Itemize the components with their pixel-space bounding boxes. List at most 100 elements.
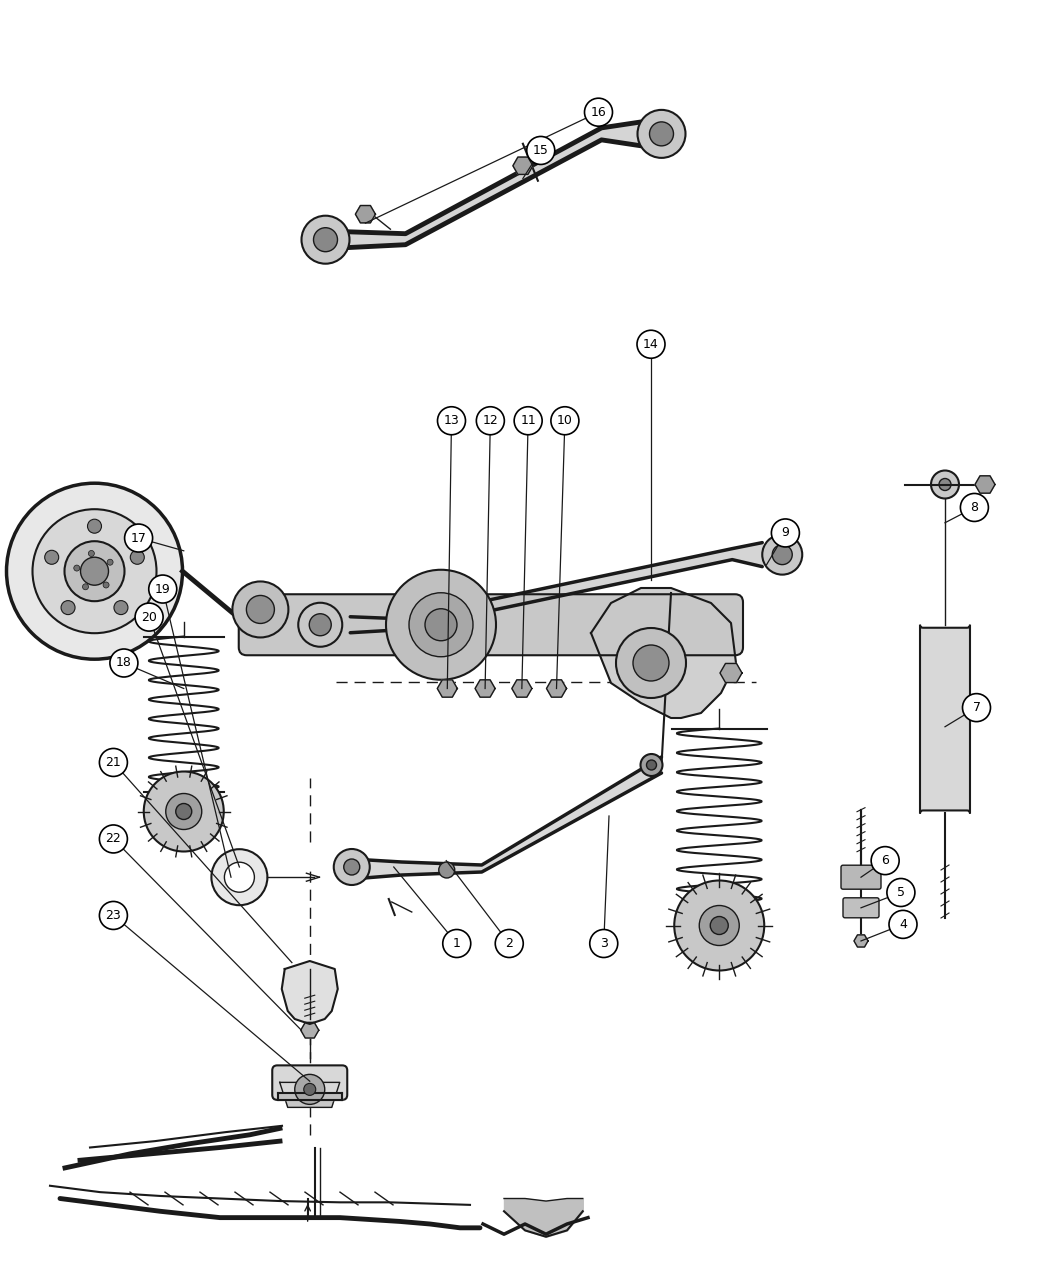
Circle shape xyxy=(963,694,990,722)
Text: 22: 22 xyxy=(105,833,122,845)
Circle shape xyxy=(637,330,665,358)
Circle shape xyxy=(931,470,959,499)
Circle shape xyxy=(551,407,579,435)
Polygon shape xyxy=(475,680,496,697)
Circle shape xyxy=(439,862,455,878)
Circle shape xyxy=(87,519,102,533)
Circle shape xyxy=(144,771,224,852)
Polygon shape xyxy=(345,122,642,247)
Circle shape xyxy=(637,110,686,158)
Polygon shape xyxy=(278,1093,341,1100)
Circle shape xyxy=(961,493,988,521)
Circle shape xyxy=(130,551,144,565)
Text: 11: 11 xyxy=(521,414,536,427)
Circle shape xyxy=(699,905,739,946)
Circle shape xyxy=(762,534,802,575)
Circle shape xyxy=(887,878,915,907)
Circle shape xyxy=(64,541,125,602)
Circle shape xyxy=(6,483,183,659)
Circle shape xyxy=(633,645,669,681)
Polygon shape xyxy=(591,588,736,718)
Circle shape xyxy=(107,560,113,565)
Text: 12: 12 xyxy=(483,414,499,427)
Circle shape xyxy=(425,608,457,641)
Circle shape xyxy=(772,519,799,547)
Text: 7: 7 xyxy=(972,701,981,714)
Circle shape xyxy=(438,407,465,435)
Text: 1: 1 xyxy=(453,937,461,950)
Circle shape xyxy=(650,122,673,145)
Circle shape xyxy=(343,859,360,875)
Circle shape xyxy=(301,215,350,264)
Circle shape xyxy=(74,565,80,571)
Circle shape xyxy=(303,1084,316,1095)
FancyBboxPatch shape xyxy=(272,1066,348,1100)
Circle shape xyxy=(81,557,108,585)
Circle shape xyxy=(514,407,542,435)
Text: 4: 4 xyxy=(899,918,907,931)
Polygon shape xyxy=(279,1082,340,1108)
Circle shape xyxy=(33,509,156,634)
Circle shape xyxy=(939,478,951,491)
FancyBboxPatch shape xyxy=(920,625,970,813)
Circle shape xyxy=(211,849,268,905)
Circle shape xyxy=(889,910,917,938)
Circle shape xyxy=(166,793,202,830)
Text: 19: 19 xyxy=(155,583,170,595)
Circle shape xyxy=(135,603,163,631)
FancyBboxPatch shape xyxy=(238,594,743,655)
Polygon shape xyxy=(512,157,533,175)
Circle shape xyxy=(590,929,617,958)
Text: 13: 13 xyxy=(443,414,460,427)
Polygon shape xyxy=(975,476,995,493)
Circle shape xyxy=(125,524,152,552)
Circle shape xyxy=(872,847,899,875)
Text: 9: 9 xyxy=(781,527,790,539)
Circle shape xyxy=(616,629,686,697)
Circle shape xyxy=(674,881,764,970)
Circle shape xyxy=(100,825,127,853)
Text: 14: 14 xyxy=(643,338,659,351)
Circle shape xyxy=(88,551,94,556)
Circle shape xyxy=(527,136,554,164)
Text: 15: 15 xyxy=(532,144,549,157)
Circle shape xyxy=(232,581,289,638)
Text: 21: 21 xyxy=(105,756,122,769)
Circle shape xyxy=(310,613,331,636)
Text: 3: 3 xyxy=(600,937,608,950)
Circle shape xyxy=(772,544,793,565)
Circle shape xyxy=(225,862,254,892)
Circle shape xyxy=(149,575,176,603)
Polygon shape xyxy=(437,680,458,697)
Polygon shape xyxy=(511,680,532,697)
Circle shape xyxy=(647,760,656,770)
Circle shape xyxy=(114,601,128,615)
Circle shape xyxy=(298,603,342,646)
Circle shape xyxy=(100,901,127,929)
Text: 6: 6 xyxy=(881,854,889,867)
Circle shape xyxy=(61,601,75,615)
Circle shape xyxy=(110,649,138,677)
Polygon shape xyxy=(355,205,376,223)
Circle shape xyxy=(585,98,612,126)
Text: 17: 17 xyxy=(130,532,147,544)
Text: 2: 2 xyxy=(505,937,513,950)
Polygon shape xyxy=(351,543,762,632)
Text: 8: 8 xyxy=(970,501,979,514)
Circle shape xyxy=(496,929,523,958)
Circle shape xyxy=(640,754,663,776)
Polygon shape xyxy=(720,663,742,682)
Circle shape xyxy=(334,849,370,885)
Circle shape xyxy=(247,595,274,623)
Polygon shape xyxy=(281,961,338,1024)
Circle shape xyxy=(710,917,729,935)
FancyBboxPatch shape xyxy=(841,866,881,889)
Circle shape xyxy=(103,581,109,588)
Text: 23: 23 xyxy=(105,909,122,922)
Circle shape xyxy=(386,570,496,680)
Circle shape xyxy=(477,407,504,435)
Circle shape xyxy=(410,593,472,657)
Text: 20: 20 xyxy=(141,611,158,623)
Polygon shape xyxy=(854,935,868,947)
Polygon shape xyxy=(300,1023,319,1038)
